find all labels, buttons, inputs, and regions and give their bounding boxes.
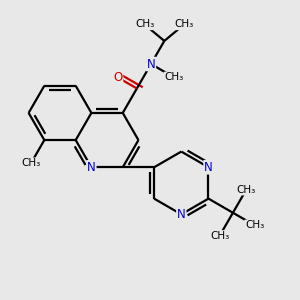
Text: CH₃: CH₃ bbox=[210, 231, 229, 241]
Text: CH₃: CH₃ bbox=[21, 158, 40, 168]
Text: O: O bbox=[113, 71, 122, 84]
Text: CH₃: CH₃ bbox=[135, 20, 154, 29]
Text: N: N bbox=[147, 58, 155, 70]
Text: N: N bbox=[204, 161, 213, 174]
Text: CH₃: CH₃ bbox=[237, 185, 256, 195]
Text: CH₃: CH₃ bbox=[175, 20, 194, 29]
Text: CH₃: CH₃ bbox=[245, 220, 264, 230]
Text: N: N bbox=[177, 208, 186, 221]
Text: CH₃: CH₃ bbox=[164, 72, 184, 82]
Text: N: N bbox=[87, 161, 96, 174]
